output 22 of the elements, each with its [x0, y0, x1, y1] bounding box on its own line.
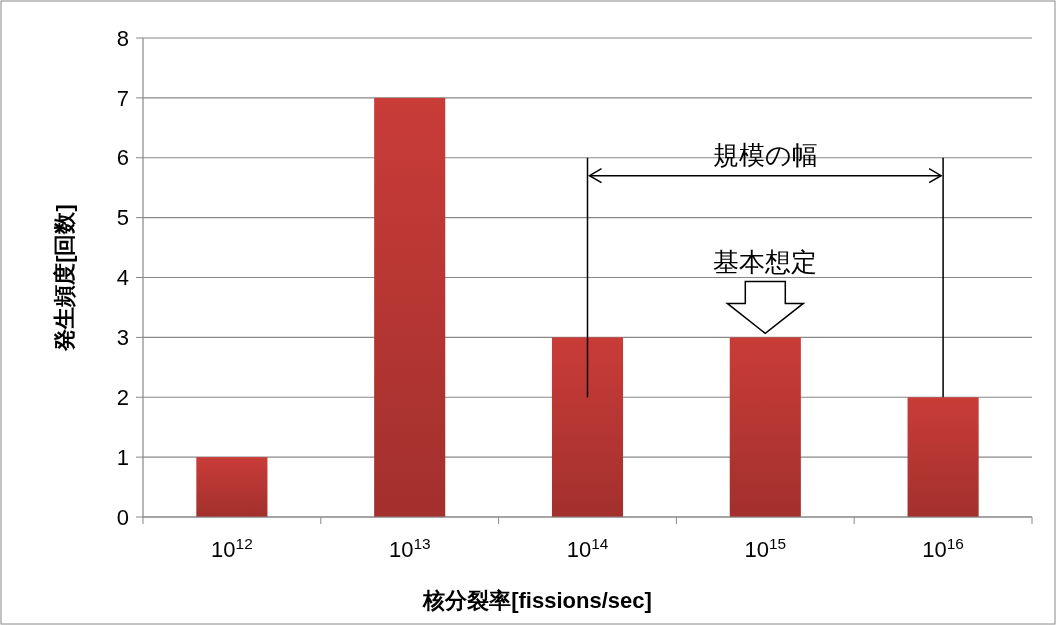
x-tick-label: 10$^{16}$	[922, 534, 964, 562]
x-tick-label: 10$^{14}$	[566, 534, 609, 562]
annotation: 基本想定	[713, 247, 818, 278]
y-tick-label: 6	[116, 145, 129, 171]
bar	[196, 457, 268, 517]
y-tick-label: 3	[116, 325, 129, 351]
x-tick-label: 10$^{12}$	[211, 534, 253, 562]
y-tick-label: 5	[116, 205, 129, 231]
y-tick-label: 4	[116, 265, 129, 291]
annotation: 規模の幅	[712, 139, 818, 170]
x-axis-title: 核分裂率[fissions/sec]	[422, 588, 652, 613]
bar	[374, 97, 446, 517]
x-tick-label: 10$^{15}$	[744, 534, 787, 562]
bar	[551, 337, 624, 517]
y-axis-title: 発生頻度[回数]	[52, 204, 77, 352]
y-tick-label: 7	[116, 85, 129, 111]
y-tick-label: 2	[116, 384, 129, 410]
y-tick-label: 0	[116, 504, 129, 530]
bar	[907, 397, 979, 517]
y-tick-label: 1	[116, 444, 129, 470]
x-tick-label: 10$^{13}$	[388, 534, 431, 562]
y-tick-label: 8	[116, 25, 129, 51]
